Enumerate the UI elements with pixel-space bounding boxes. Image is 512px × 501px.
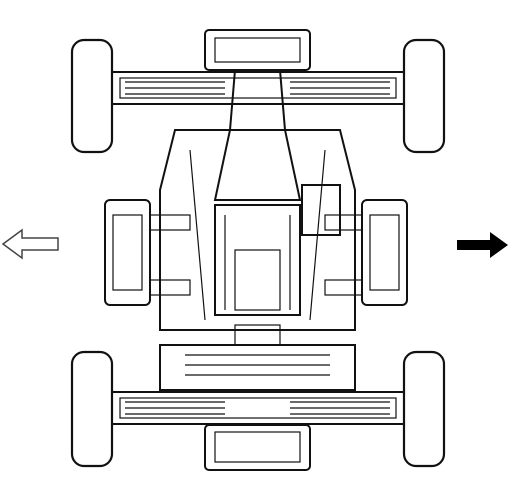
- front-bumper: [204, 29, 311, 71]
- wheel-front-left: [70, 38, 114, 154]
- arrow-left: [1, 228, 59, 260]
- arrow-right: [457, 232, 508, 258]
- wheel-rear-right: [402, 350, 446, 468]
- axle-arm: [111, 71, 405, 105]
- body: [159, 69, 356, 391]
- front-axle: [111, 29, 405, 105]
- motor-left: [104, 199, 151, 306]
- body-outline: [159, 129, 356, 331]
- motor-right: [361, 199, 408, 306]
- wheel-rear-left: [70, 350, 114, 468]
- side-motors: [104, 199, 408, 306]
- center-bay: [214, 204, 301, 316]
- battery-box: [301, 184, 341, 236]
- wheel-front-right: [402, 38, 446, 154]
- rear-bumper: [204, 424, 311, 471]
- spine: [213, 69, 302, 201]
- rear-frame: [159, 344, 356, 391]
- rear-axle: [111, 391, 405, 471]
- wheels: [70, 38, 446, 468]
